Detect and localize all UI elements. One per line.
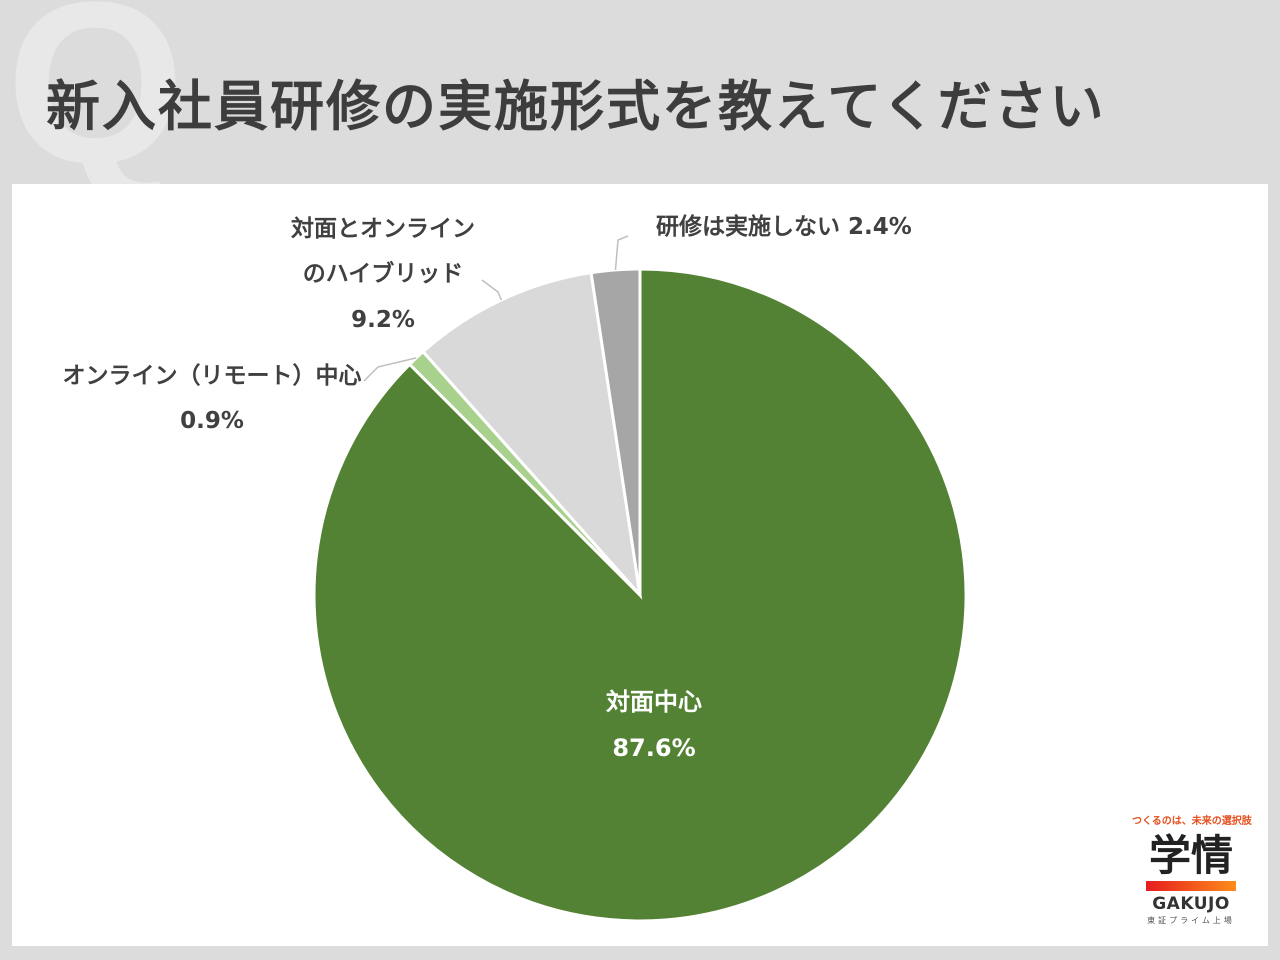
label-none-line: 研修は実施しない 2.4% — [656, 213, 912, 240]
label-online-line: オンライン（リモート）中心 — [63, 362, 362, 389]
label-face-to-face-line: 対面中心 — [606, 688, 702, 716]
brand-name-ja: 学情 — [1148, 831, 1233, 880]
leader-line — [363, 357, 417, 382]
brand-tagline: つくるのは、未来の選択肢 — [1132, 816, 1252, 827]
leader-line — [614, 235, 629, 270]
brand-bar — [1146, 881, 1236, 891]
label-hybrid-line: 9.2% — [351, 307, 415, 333]
label-online: オンライン（リモート）中心 0.9% — [63, 362, 362, 434]
brand-logo: つくるのは、未来の選択肢 学情 GAKUJO 東証プライム上場 — [1132, 812, 1252, 926]
label-hybrid-line: 対面とオンライン — [291, 216, 475, 242]
label-none: 研修は実施しない 2.4% — [656, 213, 912, 240]
background-q-letter: Q — [6, 0, 185, 211]
brand-name-en: GAKUJO — [1152, 894, 1230, 914]
label-online-line: 0.9% — [180, 408, 244, 434]
brand-sub: 東証プライム上場 — [1147, 916, 1235, 925]
pie-chart: 対面中心 87.6% オンライン（リモート）中心 0.9% 対面とオンラインのハイブリッ… — [63, 213, 968, 923]
chart-panel: 対面中心 87.6% オンライン（リモート）中心 0.9% 対面とオンライン のハイブリッ… — [12, 184, 1268, 946]
leader-line — [481, 279, 503, 301]
page-title: 新入社員研修の実施形式を教えてください — [46, 75, 1106, 138]
label-hybrid-line: のハイブリッド — [303, 260, 464, 287]
label-face-to-face: 対面中心 87.6% — [606, 688, 702, 762]
slice-hybrid — [420, 270, 643, 600]
slice-none — [589, 267, 642, 596]
label-face-to-face-line: 87.6% — [612, 734, 695, 762]
